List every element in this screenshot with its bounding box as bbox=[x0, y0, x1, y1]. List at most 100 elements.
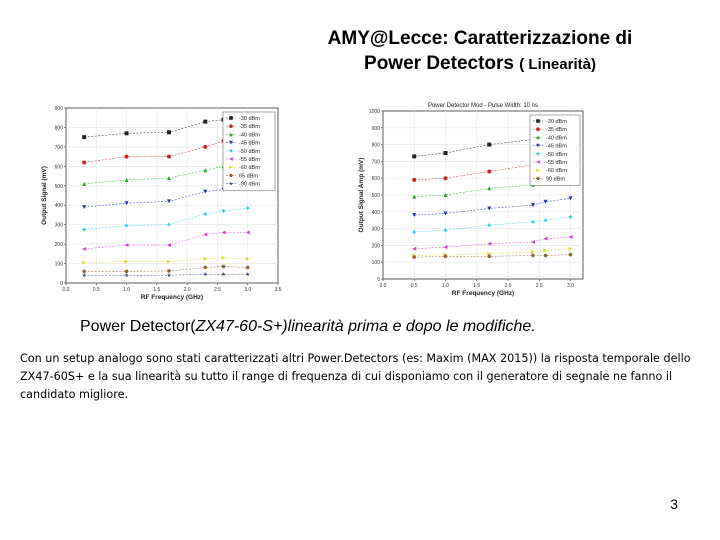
data-point bbox=[531, 219, 535, 224]
legend-label: -35 dBm bbox=[546, 127, 567, 133]
y-tick-label: 600 bbox=[372, 176, 381, 182]
data-point bbox=[221, 255, 226, 260]
data-point bbox=[412, 177, 417, 182]
data-point bbox=[203, 256, 208, 261]
legend-marker bbox=[536, 143, 540, 148]
chart-linearity-after: 0 100 200 300 400 500 600 700 800 900 1000 0.0 0.5 1.… bbox=[358, 103, 584, 297]
legend-label: -30 dBm bbox=[546, 119, 567, 125]
slide-title: AMY@Lecce: Caratterizzazione di Power De… bbox=[300, 26, 660, 77]
data-point bbox=[487, 186, 492, 191]
data-point bbox=[531, 203, 535, 208]
data-point bbox=[82, 246, 87, 251]
x-tick-label: 2.5 bbox=[536, 283, 543, 289]
legend-marker bbox=[229, 124, 233, 128]
caption-prefix: Power Detector( bbox=[80, 318, 196, 335]
y-axis-label: Output Signal (mV) bbox=[41, 166, 48, 225]
data-point bbox=[412, 194, 417, 199]
title-line-1: AMY@Lecce: Caratterizzazione di bbox=[327, 28, 633, 49]
data-point bbox=[487, 206, 492, 211]
legend-marker bbox=[536, 135, 540, 140]
data-point bbox=[82, 227, 87, 232]
data-point bbox=[245, 272, 250, 277]
data-point bbox=[203, 189, 208, 194]
data-point bbox=[443, 211, 448, 216]
y-tick-label: 0 bbox=[377, 277, 380, 283]
y-tick-label: 100 bbox=[55, 262, 64, 268]
legend-label: -60 dBm bbox=[546, 168, 567, 174]
data-point bbox=[568, 246, 573, 251]
data-point bbox=[166, 243, 171, 248]
data-point bbox=[166, 259, 171, 264]
data-point bbox=[443, 151, 448, 155]
legend-label: -50 dBm bbox=[546, 152, 567, 158]
data-point bbox=[412, 154, 417, 159]
x-tick-label: 0.0 bbox=[380, 283, 387, 289]
y-tick-label: 400 bbox=[55, 203, 64, 209]
data-point bbox=[412, 229, 417, 234]
legend-label: -50 dBm bbox=[239, 149, 260, 155]
series-line bbox=[84, 257, 248, 263]
series-line bbox=[414, 236, 571, 250]
data-point bbox=[443, 228, 448, 233]
y-tick-label: 900 bbox=[55, 106, 64, 112]
x-tick-label: 1.0 bbox=[442, 283, 449, 289]
series-line bbox=[84, 266, 248, 272]
data-point bbox=[203, 168, 208, 173]
data-point bbox=[487, 223, 492, 228]
data-point bbox=[543, 199, 548, 204]
data-point bbox=[203, 272, 208, 277]
y-tick-label: 600 bbox=[55, 164, 64, 170]
y-tick-label: 800 bbox=[55, 125, 64, 131]
x-tick-label: 2.5 bbox=[214, 287, 221, 293]
data-point bbox=[124, 273, 129, 278]
data-point bbox=[568, 214, 573, 219]
x-tick-label: 1.5 bbox=[153, 287, 160, 293]
y-tick-label: 100 bbox=[372, 260, 381, 266]
legend-label: -40 dBm bbox=[546, 135, 567, 141]
x-tick-label: 1.0 bbox=[123, 287, 130, 293]
data-point bbox=[166, 273, 172, 278]
data-point bbox=[531, 240, 535, 245]
data-point bbox=[124, 259, 129, 264]
data-point bbox=[487, 169, 492, 174]
y-tick-label: 1000 bbox=[369, 109, 380, 115]
series-line bbox=[84, 207, 248, 230]
legend-marker bbox=[229, 140, 233, 145]
data-point bbox=[245, 256, 250, 261]
x-tick-label: 3.5 bbox=[275, 287, 282, 293]
y-axis-label: Output Signal Amp (mV) bbox=[358, 158, 365, 233]
x-axis-label: RF Frequency (GHz) bbox=[141, 294, 203, 301]
legend-marker bbox=[229, 157, 233, 161]
data-point bbox=[82, 205, 87, 210]
data-point bbox=[221, 264, 226, 269]
series-line bbox=[84, 136, 248, 163]
legend-marker bbox=[229, 173, 233, 177]
legend-label: -30 dBm bbox=[239, 116, 260, 122]
data-point bbox=[166, 130, 171, 135]
figure-caption: Power Detector(ZX47-60-S+)linearità prim… bbox=[80, 318, 536, 336]
data-point bbox=[487, 241, 492, 246]
caption-italic: ZX47-60-S+)linearità prima e dopo le mod… bbox=[195, 318, 536, 335]
data-point bbox=[543, 236, 548, 241]
data-point bbox=[543, 248, 548, 253]
title-main: Power Detectors bbox=[364, 53, 514, 74]
x-tick-label: 0.5 bbox=[93, 287, 100, 293]
legend-marker bbox=[229, 132, 233, 137]
y-tick-label: 0 bbox=[60, 281, 63, 287]
data-point bbox=[203, 265, 208, 270]
legend-marker bbox=[536, 127, 540, 131]
data-point bbox=[166, 222, 171, 227]
data-point bbox=[82, 135, 87, 140]
data-point bbox=[568, 196, 573, 201]
title-small: ( Linearità) bbox=[519, 56, 596, 73]
data-point bbox=[221, 272, 226, 277]
series-line bbox=[84, 274, 248, 276]
y-tick-label: 700 bbox=[55, 145, 64, 151]
data-point bbox=[443, 245, 448, 250]
data-point bbox=[487, 254, 492, 259]
data-point bbox=[543, 218, 548, 223]
x-tick-label: 1.5 bbox=[473, 283, 480, 289]
data-point bbox=[124, 201, 129, 206]
x-tick-label: 3.0 bbox=[567, 283, 574, 289]
legend-marker bbox=[536, 176, 540, 180]
